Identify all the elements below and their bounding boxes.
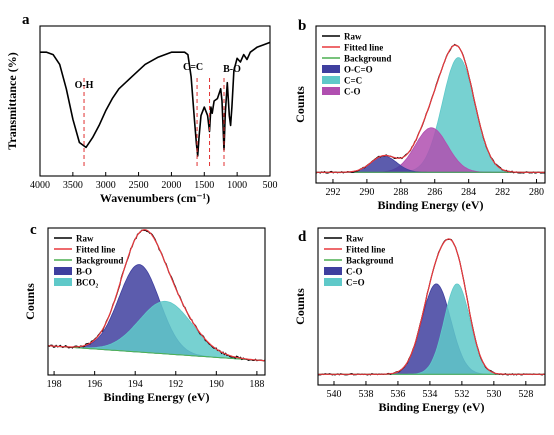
- x-tick-label: 194: [128, 379, 143, 390]
- legend-label: O-C=O: [344, 65, 373, 75]
- x-tick-label: 2500: [129, 180, 149, 191]
- x-axis-label: Wavenumbers (cm⁻¹): [100, 191, 210, 205]
- plot-frame: [315, 25, 546, 184]
- x-tick-label: 536: [390, 389, 405, 400]
- legend-label: BCO₂: [76, 278, 99, 288]
- fitted-line: [47, 229, 266, 362]
- x-tick-label: 4000: [30, 180, 50, 191]
- legend-label: C-O: [346, 267, 363, 277]
- x-tick-label: 540: [326, 389, 341, 400]
- fitted-line: [318, 238, 545, 375]
- peak-annotation: B-O: [223, 64, 241, 75]
- plot-frame: [47, 227, 266, 376]
- x-tick-label: 2000: [161, 180, 181, 191]
- plot-frame: [39, 25, 271, 177]
- component-peak-c-o: [318, 283, 545, 375]
- y-axis-label: Counts: [293, 288, 307, 325]
- legend-label: Background: [346, 256, 393, 266]
- component-peak-c-o: [316, 127, 545, 173]
- panel-letter-b: b: [298, 18, 306, 34]
- fitted-line: [316, 44, 545, 173]
- x-axis-label: Binding Energy (eV): [378, 400, 484, 414]
- panel-letter-a: a: [22, 12, 30, 28]
- y-axis-label: Counts: [293, 86, 307, 123]
- x-tick-label: 288: [393, 187, 408, 198]
- x-tick-label: 1000: [227, 180, 247, 191]
- x-tick-label: 3000: [96, 180, 116, 191]
- legend-label: Fitted line: [76, 245, 115, 255]
- legend-swatch: [324, 278, 342, 286]
- panel-a: a O-H C=C B-O 4000 3500 3000 2500 2000 1500 1000 50…: [5, 12, 278, 205]
- x-tick-label: 286: [427, 187, 442, 198]
- y-axis-label: Counts: [23, 283, 37, 320]
- x-tick-label: 530: [486, 389, 501, 400]
- x-tick-label: 292: [325, 187, 340, 198]
- legend-swatch: [322, 87, 340, 95]
- panel-letter-c: c: [30, 222, 37, 238]
- x-axis-label: Binding Energy (eV): [377, 198, 483, 212]
- x-tick-label: 290: [359, 187, 374, 198]
- legend-label: C-O: [344, 87, 361, 97]
- x-tick-label: 188: [249, 379, 264, 390]
- legend-label: Fitted line: [346, 245, 385, 255]
- peak-annotation: O-H: [75, 80, 94, 91]
- legend-swatch: [54, 267, 72, 275]
- x-tick-label: 190: [209, 379, 224, 390]
- legend-label: Raw: [344, 32, 362, 42]
- legend-swatch: [322, 65, 340, 73]
- x-tick-label: 280: [529, 187, 544, 198]
- x-tick-label: 284: [461, 187, 476, 198]
- x-tick-label: 198: [47, 379, 62, 390]
- legend-label: C=O: [346, 278, 365, 288]
- x-axis-label: Binding Energy (eV): [103, 390, 209, 404]
- background-line: [48, 345, 266, 362]
- legend-swatch: [54, 278, 72, 286]
- x-tick-label: 1500: [194, 180, 214, 191]
- x-tick-label: 500: [263, 180, 278, 191]
- legend-label: C=C: [344, 76, 362, 86]
- legend-label: Background: [344, 54, 391, 64]
- legend-swatch: [324, 267, 342, 275]
- x-tick-label: 532: [454, 389, 469, 400]
- ftir-spectrum-line: [40, 41, 271, 157]
- plot-frame: [317, 227, 546, 386]
- panel-letter-d: d: [298, 229, 307, 245]
- x-tick-label: 538: [358, 389, 373, 400]
- x-tick-label: 192: [168, 379, 183, 390]
- x-tick-label: 3500: [63, 180, 83, 191]
- legend-label: Raw: [346, 234, 364, 244]
- legend-label: Background: [76, 256, 123, 266]
- component-peak-bco-: [47, 300, 266, 362]
- x-tick-label: 196: [87, 379, 102, 390]
- y-axis-label: Transmittance (%): [5, 52, 19, 149]
- legend-label: B-O: [76, 267, 92, 277]
- legend-label: Fitted line: [344, 43, 383, 53]
- x-tick-label: 282: [495, 187, 510, 198]
- x-tick-label: 528: [518, 389, 533, 400]
- legend-swatch: [322, 76, 340, 84]
- legend-label: Raw: [76, 234, 94, 244]
- x-tick-label: 534: [422, 389, 437, 400]
- peak-annotation: C=C: [183, 62, 203, 73]
